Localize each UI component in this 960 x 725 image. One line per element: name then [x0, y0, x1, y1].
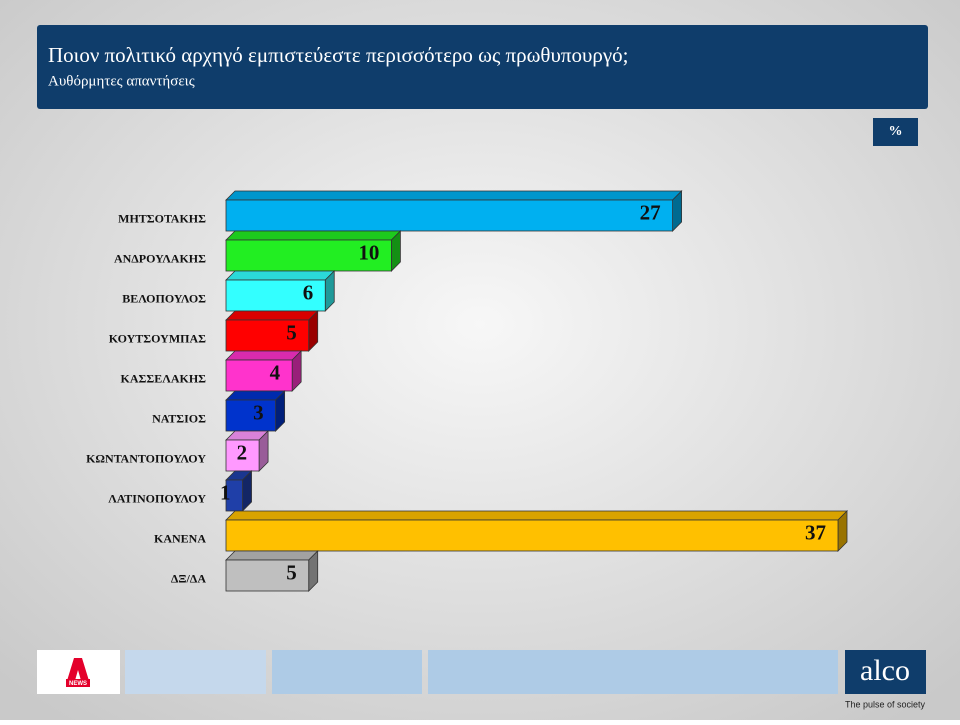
bar — [225, 519, 839, 552]
bar-top — [225, 390, 286, 401]
category-label: ΚΑΝΕΝΑ — [154, 531, 206, 545]
brand-logo: alco — [860, 654, 910, 687]
value-label: 4 — [270, 360, 281, 384]
chart-subtitle: Αυθόρμητες απαντήσεις — [48, 73, 195, 89]
news-logo-band — [66, 679, 90, 687]
bar-top — [225, 270, 336, 281]
unit-label: % — [889, 124, 903, 139]
footer-box — [428, 650, 838, 694]
category-label: ΒΕΛΟΠΟΥΛΟΣ — [122, 291, 206, 305]
chart-title: Ποιον πολιτικό αρχηγό εμπιστεύεστε περισ… — [48, 43, 628, 67]
bar-top — [225, 510, 848, 521]
category-label: ΔΞ/ΔΑ — [171, 571, 207, 585]
bar-top — [225, 310, 319, 321]
value-label: 2 — [237, 440, 248, 464]
category-label: ΑΝΔΡΟΥΛΑΚΗΣ — [114, 251, 206, 265]
brand-tagline: The pulse of society — [845, 699, 926, 709]
bar-top — [225, 190, 683, 201]
bar — [225, 199, 673, 232]
bar-top — [225, 350, 303, 361]
value-label: 27 — [640, 200, 661, 224]
news-logo-icon — [66, 658, 90, 684]
value-label: 5 — [286, 320, 297, 344]
bar — [225, 239, 392, 272]
bar-top — [225, 230, 402, 241]
bar — [225, 279, 326, 312]
footer-box — [125, 650, 266, 694]
value-label: 10 — [358, 240, 379, 264]
bar — [225, 439, 260, 472]
header — [37, 25, 928, 109]
footer-box — [272, 650, 422, 694]
unit-box — [873, 118, 918, 146]
bar-top — [225, 550, 319, 561]
bar — [225, 319, 310, 352]
category-label: ΜΗΤΣΟΤΑΚΗΣ — [118, 211, 206, 225]
category-label: ΚΟΥΤΣΟΥΜΠΑΣ — [109, 331, 206, 345]
value-label: 3 — [253, 400, 264, 424]
category-label: ΚΩΝΤΑΝΤΟΠΟΥΛΟΥ — [86, 451, 206, 465]
category-label: ΛΑΤΙΝΟΠΟΥΛΟΥ — [108, 491, 206, 505]
category-label: ΚΑΣΣΕΛΑΚΗΣ — [121, 371, 207, 385]
value-label: 1 — [220, 480, 231, 504]
bar — [225, 559, 310, 592]
bar — [225, 359, 293, 392]
bars: 27 ΜΗΤΣΟΤΑΚΗΣ 10 ΑΝΔΡΟΥΛΑΚΗΣ 6 ΒΕΛΟΠΟΥΛΟΣ 5 ΚΟΥ… — [86, 190, 848, 592]
value-label: 5 — [286, 560, 297, 584]
footer-box — [37, 650, 120, 694]
category-label: ΝΑΤΣΙΟΣ — [152, 411, 206, 425]
bar — [225, 399, 277, 432]
news-logo-text: NEWS — [69, 681, 87, 687]
value-label: 37 — [805, 520, 826, 544]
value-label: 6 — [303, 280, 314, 304]
brand-box — [845, 650, 926, 694]
bar — [225, 479, 243, 512]
